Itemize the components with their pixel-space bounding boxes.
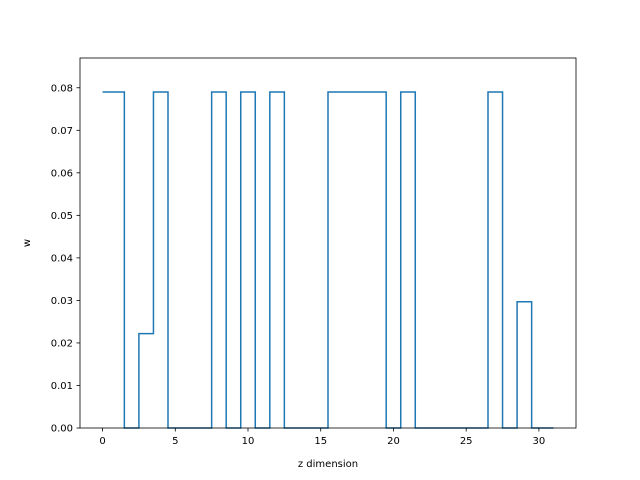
x-tick-label: 30 xyxy=(533,436,546,447)
x-axis-label: z dimension xyxy=(298,459,358,470)
y-tick-label: 0.03 xyxy=(51,296,73,307)
y-tick-label: 0.01 xyxy=(51,381,73,392)
x-tick-label: 20 xyxy=(387,436,400,447)
axes-frame xyxy=(79,57,577,429)
x-tick-label: 10 xyxy=(242,436,255,447)
x-tick-label: 15 xyxy=(314,436,327,447)
x-tick-label: 0 xyxy=(99,436,105,447)
y-tick-label: 0.06 xyxy=(51,168,73,179)
y-tick-label: 0.07 xyxy=(51,126,73,137)
axis-ticks: 0 5 10 15 20 25 30 0.00 0.01 0.02 0.03 0.04 0.05 0.06… xyxy=(51,83,546,447)
y-tick-label: 0.08 xyxy=(51,83,73,94)
y-tick-label: 0.05 xyxy=(51,211,73,222)
x-tick-label: 25 xyxy=(460,436,473,447)
y-axis-label: w xyxy=(22,239,33,247)
y-tick-label: 0.00 xyxy=(51,424,73,435)
y-tick-label: 0.02 xyxy=(51,338,73,349)
y-tick-label: 0.04 xyxy=(51,253,73,264)
x-tick-label: 5 xyxy=(172,436,178,447)
